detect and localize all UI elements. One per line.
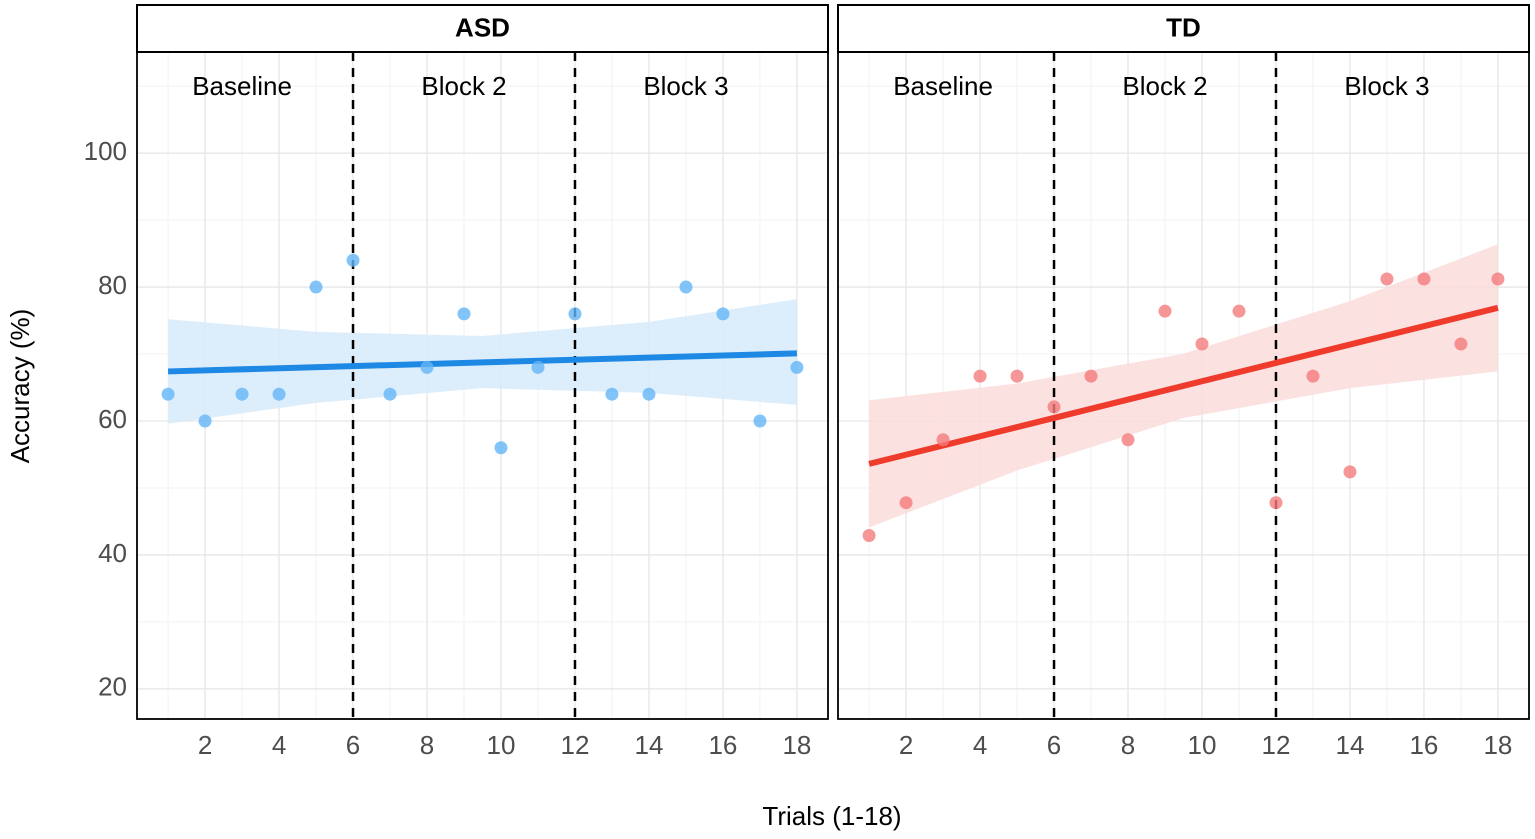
data-point	[753, 414, 767, 428]
data-point	[272, 387, 286, 401]
x-tick-label: 2	[899, 730, 913, 760]
x-tick-label: 2	[198, 730, 212, 760]
data-point	[1491, 272, 1505, 286]
data-point	[1158, 304, 1172, 318]
data-point	[973, 369, 987, 383]
x-tick-label: 8	[1121, 730, 1135, 760]
regression-line	[868, 304, 1499, 467]
data-point	[1084, 369, 1098, 383]
facet-title: ASD	[455, 12, 510, 42]
x-tick-label: 8	[420, 730, 434, 760]
data-point	[716, 307, 730, 321]
x-tick-label: 16	[708, 730, 737, 760]
data-point	[1232, 304, 1246, 318]
data-point	[899, 496, 913, 510]
data-point	[1047, 400, 1061, 414]
x-tick-label: 10	[1188, 730, 1217, 760]
y-tick-label: 60	[98, 404, 127, 434]
block-label: Block 3	[1344, 71, 1429, 101]
data-point	[679, 280, 693, 294]
data-point	[420, 360, 434, 374]
data-point	[1343, 465, 1357, 479]
x-tick-label: 4	[272, 730, 286, 760]
x-tick-label: 6	[1047, 730, 1061, 760]
data-point	[1121, 433, 1135, 447]
data-point	[531, 360, 545, 374]
block-label: Baseline	[192, 71, 292, 101]
facet-title: TD	[1166, 12, 1201, 42]
data-point	[383, 387, 397, 401]
x-tick-label: 12	[1262, 730, 1291, 760]
x-tick-label: 18	[1483, 730, 1512, 760]
x-tick-label: 16	[1409, 730, 1438, 760]
data-point	[642, 387, 656, 401]
data-point	[494, 441, 508, 455]
facet-strip	[837, 4, 1530, 53]
y-tick-label: 20	[98, 672, 127, 702]
facet-strip	[136, 4, 829, 53]
regression-line	[167, 350, 798, 375]
data-point	[862, 529, 876, 543]
x-tick-label: 6	[346, 730, 360, 760]
block-label: Block 2	[1122, 71, 1207, 101]
data-point	[568, 307, 582, 321]
x-axis-title: Trials (1-18)	[762, 801, 901, 831]
y-tick-label: 100	[84, 136, 127, 166]
data-point	[198, 414, 212, 428]
x-tick-label: 14	[1336, 730, 1365, 760]
data-point	[309, 280, 323, 294]
data-point	[457, 307, 471, 321]
data-point	[936, 433, 950, 447]
x-tick-label: 4	[973, 730, 987, 760]
data-point	[346, 253, 360, 267]
data-point	[1454, 337, 1468, 351]
data-point	[161, 387, 175, 401]
data-point	[1380, 272, 1394, 286]
x-tick-label: 14	[635, 730, 664, 760]
block-label: Block 2	[421, 71, 506, 101]
y-axis-title: Accuracy (%)	[5, 309, 35, 464]
block-label: Block 3	[643, 71, 728, 101]
data-point	[790, 360, 804, 374]
x-tick-label: 18	[782, 730, 811, 760]
data-point	[1417, 272, 1431, 286]
data-point	[1306, 369, 1320, 383]
y-tick-label: 80	[98, 270, 127, 300]
data-point	[1195, 337, 1209, 351]
data-point	[605, 387, 619, 401]
y-tick-label: 40	[98, 538, 127, 568]
block-label: Baseline	[893, 71, 993, 101]
data-point	[235, 387, 249, 401]
data-point	[1010, 369, 1024, 383]
data-point	[1269, 496, 1283, 510]
x-tick-label: 12	[561, 730, 590, 760]
x-tick-label: 10	[487, 730, 516, 760]
